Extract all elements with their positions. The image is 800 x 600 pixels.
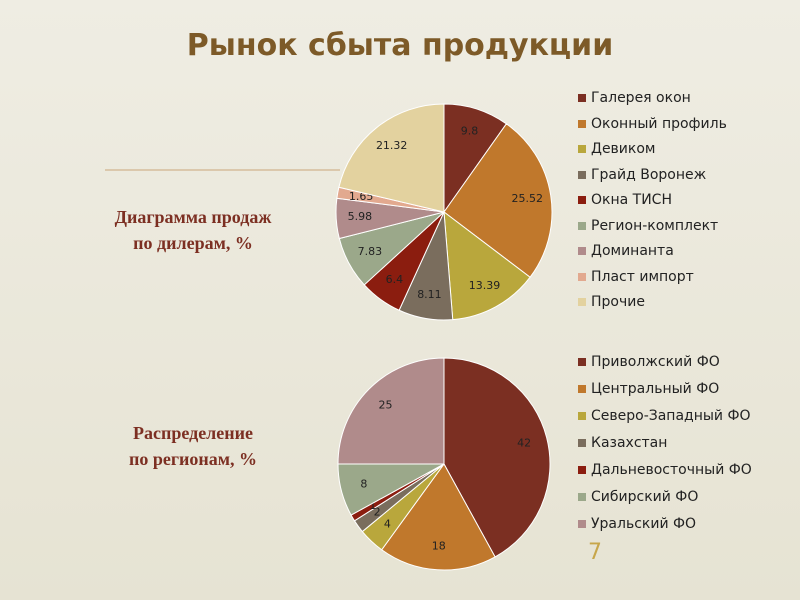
- legend-item: Галерея окон: [578, 88, 758, 108]
- value-label: 4: [384, 517, 391, 530]
- legend-swatch: [578, 385, 586, 393]
- legend-label: Грайд Воронеж: [591, 166, 707, 183]
- legend-label: Дальневосточный ФО: [591, 462, 752, 478]
- value-label: 25.52: [512, 192, 544, 205]
- legend-swatch: [578, 94, 586, 102]
- value-label: 8.11: [417, 288, 442, 301]
- legend-swatch: [578, 247, 586, 255]
- value-label: 13.39: [469, 279, 501, 292]
- legend-item: Окна ТИСН: [578, 190, 758, 210]
- value-label: 1: [369, 499, 376, 512]
- legend-item: Грайд Воронеж: [578, 165, 758, 185]
- chart-label: Диаграмма продаж по дилерам, %: [114, 207, 272, 253]
- legend-swatch: [578, 221, 586, 230]
- value-label: 25: [379, 399, 393, 412]
- value-label: 18: [432, 540, 446, 553]
- legend-item: Центральный ФО: [578, 379, 758, 399]
- chart-label: Распределение по регионам, %: [128, 423, 258, 469]
- pie-slice: [443, 123, 553, 278]
- legend-swatch: [578, 298, 586, 306]
- legend-label: Северо-Западный ФО: [591, 408, 751, 424]
- legend-swatch: [578, 145, 586, 153]
- legend-item: Казахстан: [578, 433, 758, 453]
- legend-item: Оконный профиль: [578, 114, 758, 134]
- legend-item: Прочие: [578, 292, 758, 312]
- legend-label: Окна ТИСН: [591, 192, 672, 208]
- legend-swatch: [578, 466, 586, 474]
- legend-swatch: [578, 439, 586, 447]
- legend-label: Девиком: [591, 141, 656, 157]
- value-label: 42: [517, 436, 531, 449]
- slide-title: Рынок сбыта продукции: [186, 28, 614, 63]
- legend-swatch: [578, 196, 586, 204]
- legend-item: Дальневосточный ФО: [578, 460, 758, 480]
- legend-label: Уральский ФО: [591, 516, 697, 532]
- legend-label: Приволжский ФО: [591, 354, 720, 370]
- legend-item: Уральский ФО: [578, 514, 758, 534]
- page-number: 7: [588, 540, 602, 565]
- legend-item: Регион-комплект: [578, 216, 758, 236]
- value-label: 2: [374, 506, 381, 519]
- value-label: 8: [360, 478, 367, 491]
- legend-label: Центральный ФО: [591, 381, 720, 397]
- legend-label: Прочие: [591, 294, 645, 310]
- legend: Галерея окон Оконный профиль Девиком Грайд …: [578, 88, 758, 318]
- legend-item: Доминанта: [578, 241, 758, 261]
- pie-slice: [338, 103, 445, 213]
- legend-label: Казахстан: [591, 435, 668, 451]
- legend-item: Сибирский ФО: [578, 487, 758, 507]
- pie-slice: [380, 463, 496, 571]
- legend-item: Девиком: [578, 139, 758, 159]
- legend-swatch: [578, 119, 586, 128]
- value-label: 9.8: [461, 125, 479, 138]
- legend-item: Приволжский ФО: [578, 352, 758, 372]
- legend-swatch: [578, 272, 586, 281]
- legend-swatch: [578, 520, 586, 528]
- legend-label: Сибирский ФО: [591, 489, 699, 505]
- pie-slice: [443, 357, 551, 558]
- legend-item: Пласт импорт: [578, 267, 758, 287]
- legend-label: Регион-комплект: [591, 217, 719, 234]
- legend-swatch: [578, 358, 586, 366]
- legend-label: Пласт импорт: [591, 268, 694, 285]
- legend-label: Оконный профиль: [591, 115, 727, 132]
- legend-item: Северо-Западный ФО: [578, 406, 758, 426]
- pie-slice: [443, 210, 531, 321]
- legend-swatch: [578, 412, 586, 420]
- value-label: 7.83: [358, 245, 383, 258]
- legend: Приволжский ФО Центральный ФО Северо-Запад…: [578, 352, 758, 541]
- legend-label: Галерея окон: [591, 90, 691, 106]
- legend-label: Доминанта: [591, 243, 674, 259]
- pie-slice: [337, 357, 445, 465]
- value-label: 5.98: [348, 210, 373, 223]
- legend-swatch: [578, 170, 586, 179]
- value-label: 6.4: [386, 273, 404, 286]
- value-label: 21.32: [376, 139, 408, 152]
- legend-swatch: [578, 493, 586, 501]
